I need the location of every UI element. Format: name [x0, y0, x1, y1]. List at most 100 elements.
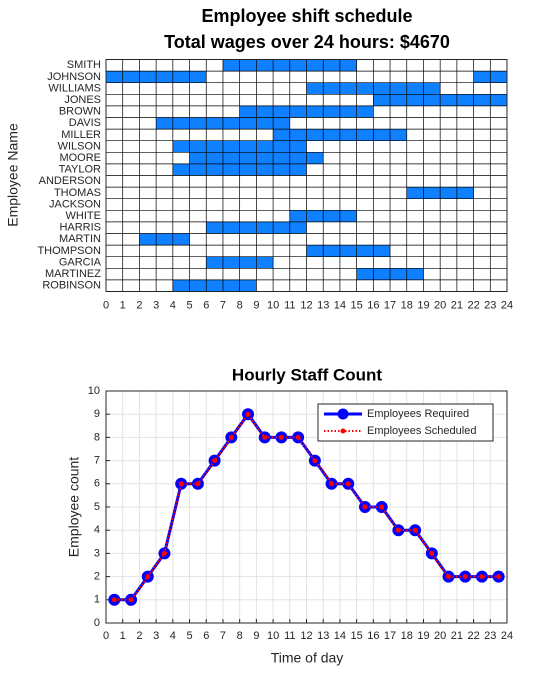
x-tick-label: 13 [317, 630, 329, 642]
x-tick-label: 6 [203, 299, 209, 311]
point [145, 574, 151, 580]
y-tick-label: 5 [94, 501, 100, 513]
y-tick-label: 10 [88, 385, 100, 397]
y-tick-label: WILSON [58, 140, 101, 152]
y-tick-label: WHITE [66, 210, 101, 222]
y-tick-label: ROBINSON [42, 280, 101, 292]
x-tick-label: 8 [237, 630, 243, 642]
point [161, 550, 167, 556]
legend-marker [337, 408, 349, 420]
x-tick-label: 10 [267, 299, 279, 311]
x-tick-label: 21 [451, 630, 463, 642]
shift-bar [306, 245, 391, 257]
point [412, 527, 418, 533]
y-tick-label: SMITH [67, 59, 101, 71]
y-axis-label: Employee count [66, 457, 82, 558]
x-tick-label: 2 [136, 630, 142, 642]
x-tick-label: 1 [120, 299, 126, 311]
point [329, 481, 335, 487]
x-tick-label: 0 [103, 630, 109, 642]
y-tick-label: 3 [94, 547, 100, 559]
x-tick-label: 20 [434, 630, 446, 642]
x-tick-label: 4 [170, 630, 176, 642]
y-tick-label: JACKSON [49, 198, 101, 210]
point [429, 550, 435, 556]
y-tick-label: 0 [94, 617, 100, 629]
x-tick-label: 18 [401, 630, 413, 642]
y-tick-label: MARTINEZ [45, 268, 101, 280]
y-tick-label: 1 [94, 594, 100, 606]
x-tick-label: 15 [351, 630, 363, 642]
point [395, 527, 401, 533]
x-tick-label: 9 [253, 299, 259, 311]
y-axis-label: Employee Name [5, 123, 21, 227]
x-tick-label: 23 [484, 299, 496, 311]
axes-frame [105, 390, 508, 624]
x-tick-label: 18 [401, 299, 413, 311]
x-tick-label: 20 [434, 299, 446, 311]
x-tick-label: 21 [451, 299, 463, 311]
point [362, 504, 368, 510]
x-tick-label: 14 [334, 299, 346, 311]
y-tick-label: 8 [94, 431, 100, 443]
point [462, 574, 468, 580]
x-tick-label: 12 [300, 299, 312, 311]
point [228, 434, 234, 440]
y-tick-label: HARRIS [59, 222, 101, 234]
x-tick-label: 3 [153, 630, 159, 642]
point [128, 597, 134, 603]
x-tick-label: 10 [267, 630, 279, 642]
x-tick-label: 5 [186, 630, 192, 642]
y-tick-label: 7 [94, 455, 100, 467]
x-tick-label: 12 [300, 630, 312, 642]
x-tick-label: 0 [103, 299, 109, 311]
shift-bar [139, 233, 190, 246]
axes-frame [105, 59, 508, 292]
y-tick-label: BROWN [59, 106, 101, 118]
y-tick-label: WILLIAMS [48, 82, 101, 94]
x-tick-label: 5 [186, 299, 192, 311]
point [295, 434, 301, 440]
chart-title: Employee shift schedule [201, 6, 412, 26]
point [379, 504, 385, 510]
point [195, 481, 201, 487]
point [212, 458, 218, 464]
x-tick-label: 19 [417, 299, 429, 311]
y-tick-label: TAYLOR [59, 164, 101, 176]
y-tick-label: JOHNSON [47, 71, 101, 83]
point [278, 434, 284, 440]
chart-title: Hourly Staff Count [232, 365, 382, 384]
x-tick-label: 22 [467, 630, 479, 642]
x-tick-label: 9 [253, 630, 259, 642]
y-tick-label: JONES [64, 94, 101, 106]
x-tick-label: 19 [417, 630, 429, 642]
y-tick-label: 6 [94, 478, 100, 490]
x-tick-label: 7 [220, 630, 226, 642]
y-tick-label: 2 [94, 571, 100, 583]
x-tick-label: 11 [284, 630, 295, 642]
point [479, 574, 485, 580]
chart-subtitle: Total wages over 24 hours: $4670 [164, 32, 450, 52]
x-tick-label: 22 [467, 299, 479, 311]
y-tick-label: 4 [94, 524, 100, 536]
x-tick-label: 8 [237, 299, 243, 311]
x-tick-label: 1 [120, 630, 126, 642]
point [178, 481, 184, 487]
x-tick-label: 14 [334, 630, 346, 642]
x-tick-label: 16 [367, 299, 379, 311]
y-tick-label: THOMAS [54, 187, 101, 199]
x-tick-label: 7 [220, 299, 226, 311]
shift-bar [172, 279, 257, 292]
x-tick-label: 24 [501, 299, 513, 311]
y-tick-label: THOMPSON [37, 245, 101, 257]
point [496, 574, 502, 580]
y-tick-label: GARCIA [59, 256, 102, 268]
y-tick-label: DAVIS [69, 117, 101, 129]
y-tick-label: MOORE [59, 152, 101, 164]
x-tick-label: 17 [384, 299, 396, 311]
x-tick-label: 16 [367, 630, 379, 642]
point [111, 597, 117, 603]
y-tick-label: MARTIN [59, 233, 101, 245]
